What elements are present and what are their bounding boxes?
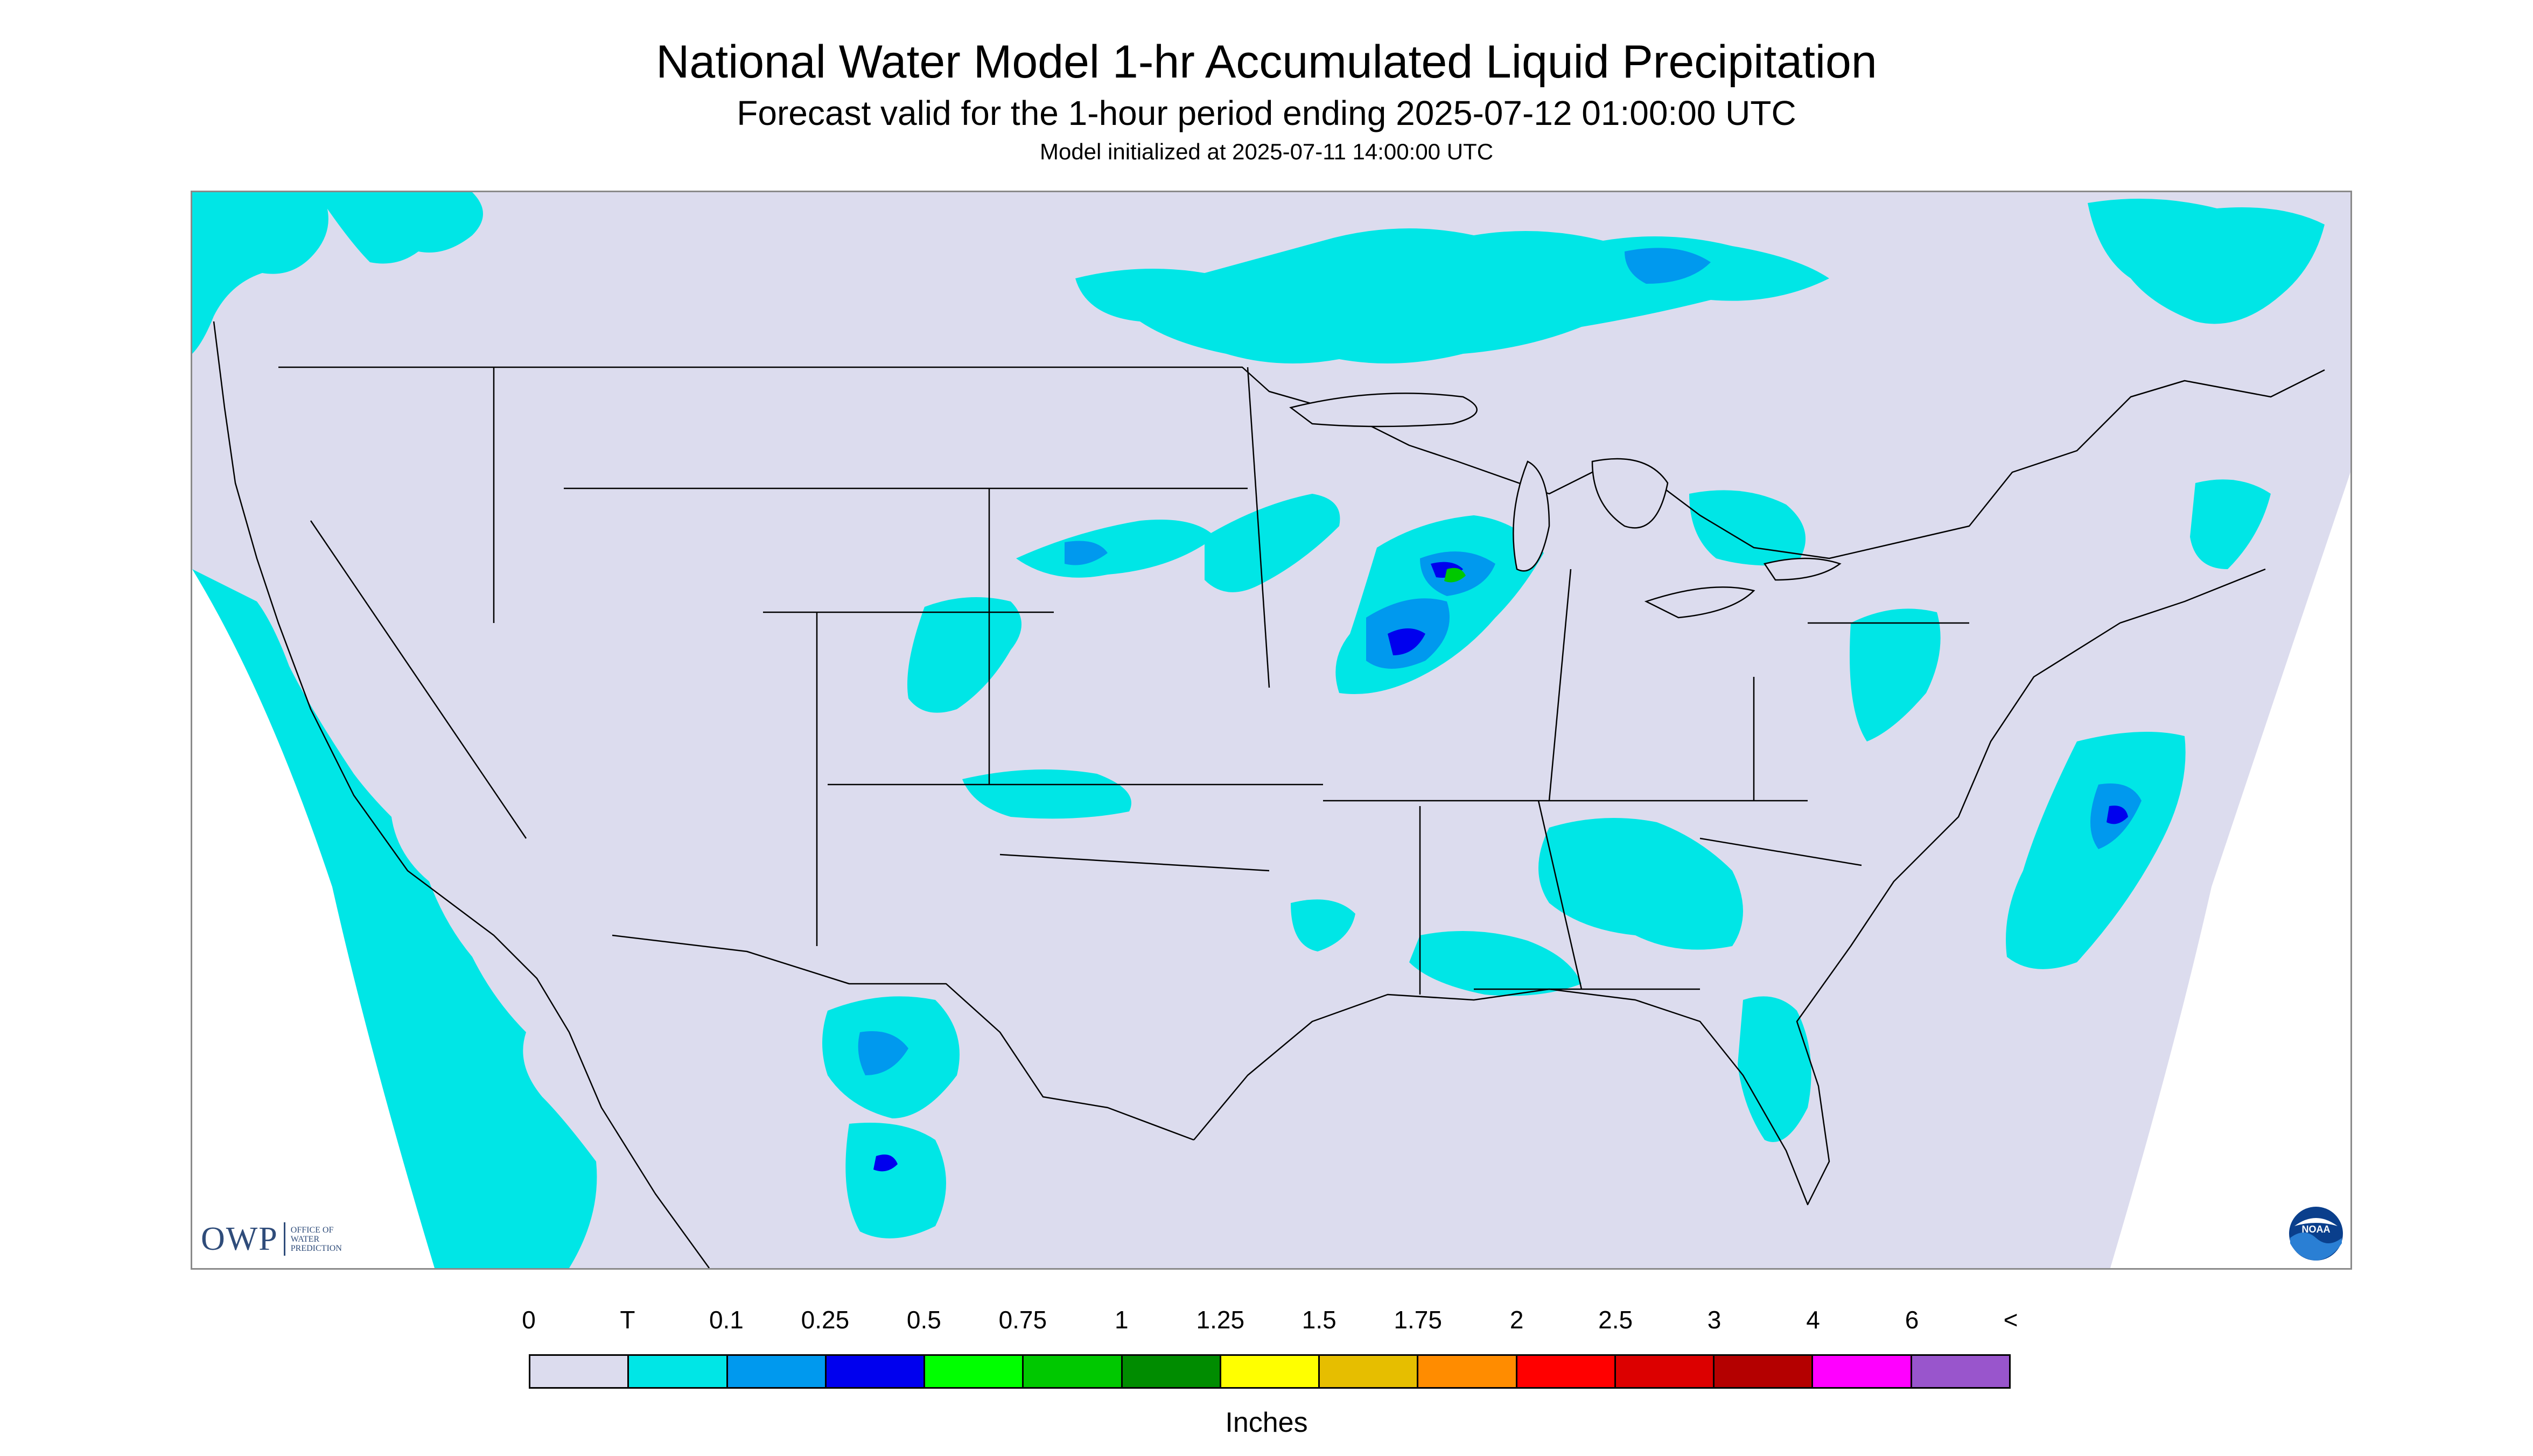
legend-color-bar <box>529 1354 2011 1389</box>
legend-tick-label: 1.25 <box>1196 1306 1245 1334</box>
legend-tick-label: 1 <box>1115 1306 1129 1334</box>
precip-area-kansas <box>962 769 1131 819</box>
legend-tick-label: 1.75 <box>1394 1306 1442 1334</box>
precip-moderate-mexico <box>873 1154 898 1172</box>
precip-area-mexico-south <box>845 1123 946 1238</box>
legend-swatch-4 <box>925 1356 1024 1387</box>
legend-tick-label: 2 <box>1509 1306 1524 1334</box>
legend-swatch-13 <box>1813 1356 1912 1387</box>
lake-ontario <box>1763 557 1842 581</box>
precip-area-colorado <box>907 597 1021 713</box>
state-line-ca-nv <box>310 520 527 839</box>
owp-subtext-line-2: WATER <box>290 1234 320 1244</box>
precip-area-quebec <box>2088 199 2325 324</box>
lake-huron <box>1591 458 1669 529</box>
west-coastline <box>213 321 710 1268</box>
state-line-tx-ok <box>999 853 1270 872</box>
state-line-al-ga <box>1537 800 1583 990</box>
noaa-logo: NOAA <box>2289 1207 2343 1261</box>
legend-swatch-10 <box>1517 1356 1616 1387</box>
legend-swatch-9 <box>1418 1356 1517 1387</box>
great-lakes <box>1289 393 1842 619</box>
precip-area-pacific-nw <box>192 192 328 354</box>
forecast-valid-subtitle: Forecast valid for the 1-hour period end… <box>737 94 1796 132</box>
precip-area-mn-band <box>1205 494 1340 592</box>
precip-light-dakota <box>1065 541 1108 565</box>
precip-area-southeast <box>1538 818 1743 950</box>
legend-tick-label: 1.5 <box>1302 1306 1337 1334</box>
legend-tick-label: 2.5 <box>1598 1306 1633 1334</box>
legend-swatch-0 <box>530 1356 629 1387</box>
gulf-coastline <box>1193 568 2266 1206</box>
legend-tick-labels: 0 T 0.1 0.25 0.5 0.75 1 1.25 1.5 1.75 2 2.5 3 4 6 < <box>0 1305 2533 1343</box>
precip-light-texas <box>858 1031 908 1075</box>
precip-moderate-atlantic <box>2107 806 2128 824</box>
model-domain <box>192 192 2350 1268</box>
model-init-line: Model initialized at 2025-07-11 14:00:00… <box>1039 139 1494 164</box>
precip-heavy-wisconsin <box>1444 568 1466 583</box>
legend-swatch-6 <box>1122 1356 1221 1387</box>
owp-subtext-line-1: OFFICE OF <box>290 1225 334 1235</box>
us-mexico-border <box>612 934 1194 1141</box>
owp-logo: OWP OFFICE OF WATER PREDICTION <box>201 1217 342 1261</box>
legend-swatch-3 <box>826 1356 926 1387</box>
legend-tick-label: 4 <box>1806 1306 1820 1334</box>
precip-area-atlantic-offshore <box>2006 732 2186 969</box>
lake-erie <box>1644 586 1755 619</box>
legend-tick-label: < <box>2003 1306 2018 1334</box>
precip-area-mid-atlantic <box>1850 608 1941 741</box>
precip-area-maritimes <box>2190 479 2271 569</box>
precip-moderate-iowa <box>1388 628 1425 655</box>
precip-area-arkansas <box>1291 899 1355 951</box>
legend-tick-label: 6 <box>1905 1306 1919 1334</box>
legend-swatch-12 <box>1715 1356 1814 1387</box>
precip-light-canada <box>1625 248 1711 284</box>
precip-area-southwest-mexico <box>192 569 597 1268</box>
legend-swatch-7 <box>1221 1356 1320 1387</box>
legend-swatch-8 <box>1320 1356 1419 1387</box>
legend-tick-label: 3 <box>1707 1306 1722 1334</box>
owp-logo-text: OWP <box>201 1220 278 1257</box>
state-line-il-in <box>1548 569 1572 801</box>
legend-tick-label: 0.1 <box>709 1306 744 1334</box>
precipitation-map: OWP OFFICE OF WATER PREDICTION NOAA <box>191 191 2352 1270</box>
state-line-sc-nc <box>1699 837 1862 866</box>
legend-swatch-5 <box>1024 1356 1123 1387</box>
owp-logo-subtext: OFFICE OF WATER PREDICTION <box>291 1226 342 1253</box>
noaa-logo-text: NOAA <box>2302 1224 2331 1235</box>
owp-subtext-line-3: PREDICTION <box>290 1243 342 1253</box>
precip-trace-areas <box>192 192 2325 1268</box>
legend-swatch-2 <box>727 1356 827 1387</box>
precip-area-canada-west <box>316 192 483 264</box>
lake-michigan <box>1513 460 1550 572</box>
legend-unit-label: Inches <box>1225 1407 1308 1438</box>
owp-logo-divider <box>283 1222 285 1256</box>
legend-tick-label: 0.5 <box>906 1306 941 1334</box>
precip-area-gulf-coast <box>1409 931 1582 996</box>
map-title: National Water Model 1-hr Accumulated Li… <box>656 36 1877 88</box>
legend-tick-label: 0.75 <box>998 1306 1047 1334</box>
map-canvas <box>192 192 2350 1268</box>
state-line-mn-wi <box>1247 367 1270 688</box>
precip-heavy-areas <box>873 562 2128 1172</box>
legend-swatch-1 <box>629 1356 728 1387</box>
lake-superior <box>1289 393 1478 428</box>
legend-swatch-14 <box>1912 1356 2009 1387</box>
precip-area-ontario <box>1689 490 1806 566</box>
legend-swatch-11 <box>1615 1356 1715 1387</box>
legend-tick-label: T <box>620 1306 635 1334</box>
legend-tick-label: 0.25 <box>801 1306 850 1334</box>
legend-tick-label: 0 <box>522 1306 536 1334</box>
precip-area-florida <box>1738 996 1811 1142</box>
